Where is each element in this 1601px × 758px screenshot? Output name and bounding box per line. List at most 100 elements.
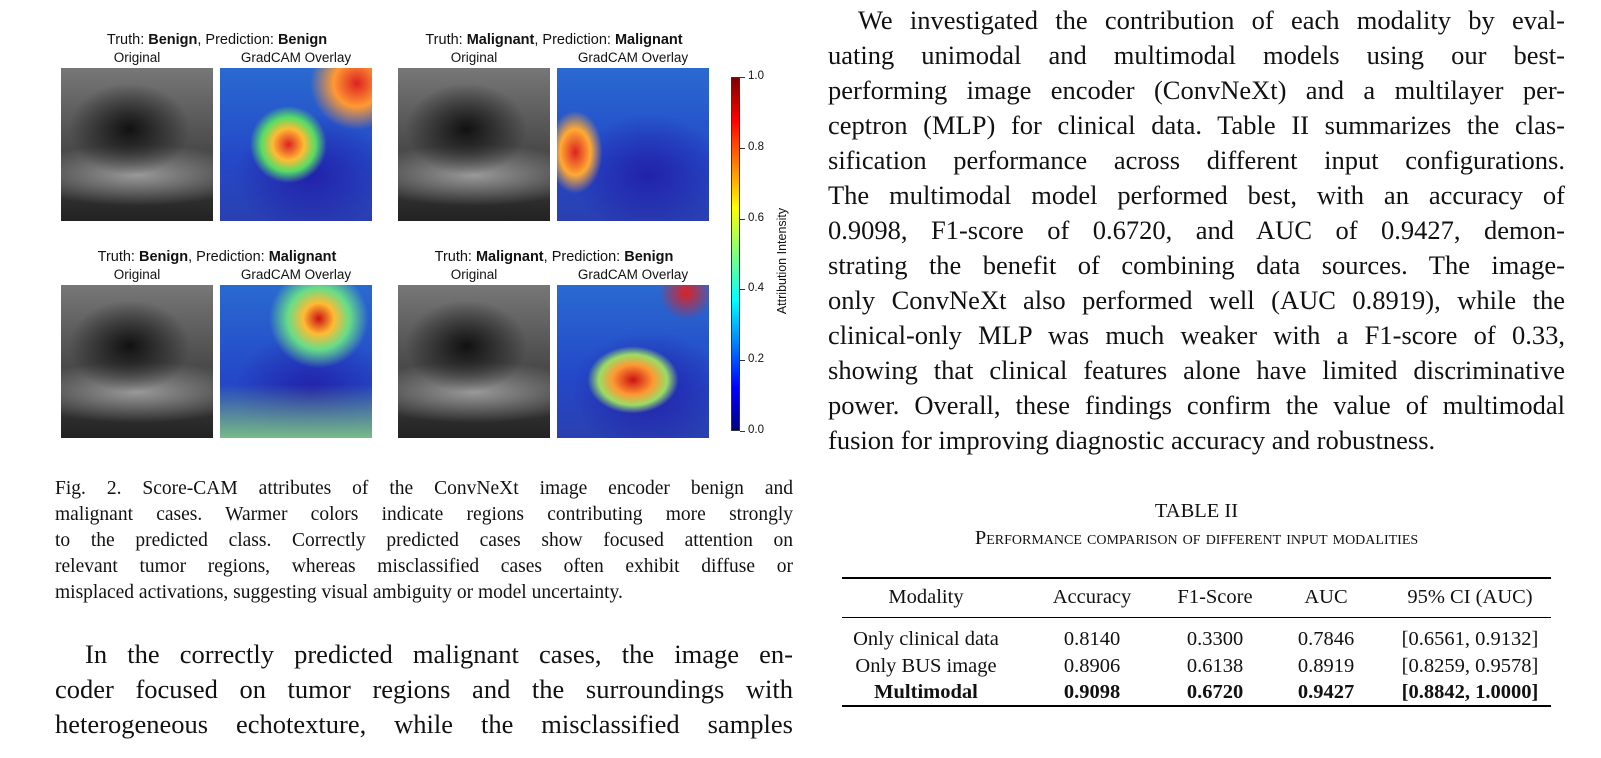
colorbar-tick xyxy=(740,77,745,78)
text-line: only ConvNeXt also performed well (AUC 0… xyxy=(828,285,1565,315)
truth: Malignant xyxy=(466,32,535,48)
table-cell: 0.7846 xyxy=(1297,628,1355,650)
truth-prefix: Truth: xyxy=(106,32,145,48)
table-header: F1-Score xyxy=(1177,586,1253,608)
colorbar-tick-label: 1.0 xyxy=(748,70,764,82)
truth-prefix: Truth: xyxy=(425,32,463,48)
table-cell: 0.9098 xyxy=(1063,681,1121,703)
table-cell: [0.8842, 1.0000] xyxy=(1401,681,1539,703)
colorbar-tick-label: 0.8 xyxy=(748,140,764,153)
table-cell: 0.8906 xyxy=(1063,654,1121,677)
table-rule xyxy=(842,617,1551,618)
text-line: Fig. 2. Score-CAM attributes of the Conv… xyxy=(55,478,793,499)
original-label: Original xyxy=(450,50,498,65)
table-cell: 0.8140 xyxy=(1063,628,1121,650)
truth-prefix: Truth: xyxy=(97,249,135,265)
colorbar-tick-label: 0.0 xyxy=(748,424,764,436)
text-line: ceptron (MLP) for clinical data. Table I… xyxy=(828,110,1565,140)
text-line: power. Overall, these findings confirm t… xyxy=(828,390,1565,420)
truth: Malignant xyxy=(475,249,544,265)
prediction: Malignant xyxy=(268,249,337,265)
text-line: 0.9098, F1-score of 0.6720, and AUC of 0… xyxy=(828,215,1565,245)
overlay-label: GradCAM Overlay xyxy=(240,267,352,282)
prediction-prefix: , Prediction: xyxy=(534,32,611,48)
text-line: The multimodal model performed best, wit… xyxy=(828,180,1565,210)
left-paragraph: In the correctly predicted malignant cas… xyxy=(55,637,793,742)
colorbar-tick-label: 0.2 xyxy=(748,353,764,366)
panel-title: Truth: Malignant, Prediction: Benign xyxy=(384,249,724,265)
table-cell: [0.6561, 0.9132] xyxy=(1401,628,1539,650)
text-line: performing image encoder (ConvNeXt) and … xyxy=(828,75,1565,105)
overlay-image xyxy=(220,68,372,221)
truth: Benign xyxy=(138,249,189,265)
truth: Benign xyxy=(148,32,198,48)
right-paragraph: We investigated the contribution of each… xyxy=(828,3,1565,458)
colorbar-tick xyxy=(740,147,745,149)
text-line: to the predicted class. Correctly predic… xyxy=(55,530,793,551)
table-cell: Only clinical data xyxy=(853,628,999,650)
colorbar-tick xyxy=(740,218,745,220)
table-header: Accuracy xyxy=(1052,586,1132,608)
prediction-prefix: , Prediction: xyxy=(188,249,265,265)
overlay-label: GradCAM Overlay xyxy=(240,50,352,65)
colorbar-label: Attribution Intensity xyxy=(775,207,789,315)
table-rule xyxy=(842,705,1551,707)
truth-prefix: Truth: xyxy=(434,249,472,265)
original-label: Original xyxy=(113,50,161,65)
table-cell: 0.6138 xyxy=(1186,654,1244,677)
panel-title: Truth: Benign, Prediction: Malignant xyxy=(47,249,387,265)
table-cell: 0.3300 xyxy=(1186,628,1244,650)
panel-title: Truth: Malignant, Prediction: Malignant xyxy=(384,32,724,48)
text-line: uating unimodal and multimodal models us… xyxy=(828,40,1565,70)
table-cell: Multimodal xyxy=(874,681,978,703)
colorbar xyxy=(731,77,740,431)
colorbar-tick xyxy=(740,431,745,432)
text-line: sification performance across different … xyxy=(828,145,1565,175)
text-line: malignant cases. Warmer colors indicate … xyxy=(55,504,793,525)
overlay-label: GradCAM Overlay xyxy=(577,50,689,65)
table-header: Modality xyxy=(888,586,964,608)
table-cell: 0.8919 xyxy=(1297,654,1355,677)
table-cell: 0.6720 xyxy=(1186,681,1244,703)
overlay-image xyxy=(220,285,372,438)
text-line: showing that clinical features alone hav… xyxy=(828,355,1565,385)
text-line: relevant tumor regions, whereas misclass… xyxy=(55,556,793,577)
table-cell: [0.8259, 0.9578] xyxy=(1401,654,1539,677)
colorbar-tick xyxy=(740,289,745,291)
prediction-prefix: , Prediction: xyxy=(197,32,274,48)
original-image xyxy=(61,68,213,221)
original-label: Original xyxy=(113,267,161,282)
text-line: strating the benefit of combining data s… xyxy=(828,250,1565,280)
text-line: fusion for improving diagnostic accuracy… xyxy=(828,425,1436,455)
prediction: Malignant xyxy=(614,32,683,48)
text-line: misplaced activations, suggesting visual… xyxy=(55,582,623,603)
original-image xyxy=(398,285,550,438)
original-label: Original xyxy=(450,267,498,282)
table-header: AUC xyxy=(1304,586,1348,608)
panel-title: Truth: Benign, Prediction: Benign xyxy=(47,32,387,48)
original-image xyxy=(398,68,550,221)
table-cell: Only BUS image xyxy=(855,654,997,677)
figure-caption: Fig. 2. Score-CAM attributes of the Conv… xyxy=(55,476,793,606)
overlay-label: GradCAM Overlay xyxy=(577,267,689,282)
prediction: Benign xyxy=(277,32,328,48)
overlay-image xyxy=(557,68,709,221)
figure: Truth: Benign, Prediction: Benign Original G… xyxy=(0,0,800,450)
colorbar-tick-label: 0.6 xyxy=(748,211,764,224)
text-line: coder focused on tumor regions and the s… xyxy=(55,674,793,704)
text-line: clinical-only MLP was much weaker with a… xyxy=(828,320,1565,350)
colorbar-tick xyxy=(740,360,745,362)
text-line: We investigated the contribution of each… xyxy=(858,5,1565,35)
overlay-image xyxy=(557,285,709,438)
table-rule xyxy=(842,577,1551,579)
table-header: 95% CI (AUC) xyxy=(1407,586,1533,608)
original-image xyxy=(61,285,213,438)
table-cell: 0.9427 xyxy=(1297,681,1355,703)
colorbar-tick-label: 0.4 xyxy=(748,282,764,295)
table-caption: Performance comparison of different inpu… xyxy=(974,527,1419,549)
prediction: Benign xyxy=(624,249,674,265)
text-line: In the correctly predicted malignant cas… xyxy=(85,639,793,669)
table-title: TABLE II xyxy=(1154,500,1239,522)
prediction-prefix: , Prediction: xyxy=(543,249,621,265)
